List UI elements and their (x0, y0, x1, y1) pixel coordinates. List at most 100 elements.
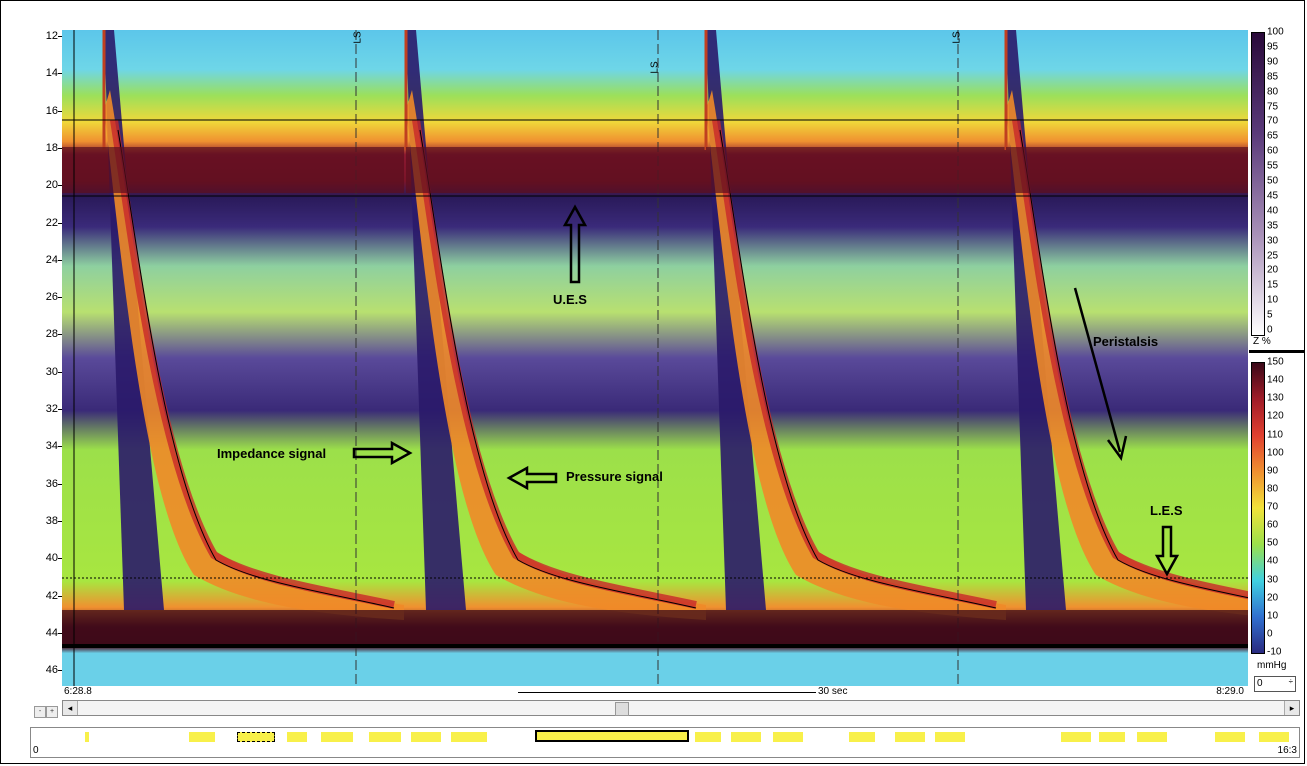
y-tick-label: 12 (45, 30, 58, 42)
y-tick-mark (58, 110, 62, 112)
colorbar-label: 90 (1267, 56, 1279, 68)
ues-band (406, 147, 706, 193)
plot-svg (62, 30, 1248, 686)
y-tick-mark (58, 259, 62, 261)
time-start: 6:28.8 (64, 686, 92, 697)
colorbar-label: 70 (1267, 501, 1279, 513)
overview-segment (731, 732, 761, 742)
y-tick-label: 36 (45, 477, 58, 490)
les-arrow-icon (1154, 525, 1180, 577)
overview-segment (895, 732, 925, 742)
y-tick-label: 42 (45, 589, 58, 602)
y-tick-label: 38 (45, 514, 58, 527)
spinner-value: 0 (1257, 678, 1263, 689)
colorbar-separator (1249, 350, 1305, 353)
y-tick-mark (58, 632, 62, 634)
pressure-wave-core (712, 119, 997, 609)
peristalsis-arrowhead-icon (1106, 435, 1128, 461)
pressure-wave (104, 90, 404, 620)
colorbar-label: 70 (1267, 115, 1279, 127)
overview-start: 0 (33, 745, 39, 756)
y-tick-mark (58, 334, 62, 336)
colorbar-label: 40 (1267, 555, 1279, 567)
ues-band (62, 147, 104, 193)
y-tick-mark (58, 147, 62, 149)
pressure-offset-spinner[interactable]: 0 ÷ (1254, 676, 1296, 692)
y-tick-mark (58, 558, 62, 560)
overview-end: 16:3 (1277, 745, 1297, 756)
y-tick-label: 18 (45, 141, 58, 154)
colorbar-label: 85 (1267, 71, 1279, 83)
bottom-band (62, 644, 1248, 648)
overview-segment (935, 732, 965, 742)
overview-segment (1259, 732, 1289, 742)
overview-segment (287, 732, 307, 742)
y-tick-label: 30 (45, 365, 58, 378)
colorbar-label: 25 (1267, 250, 1279, 261)
colorbar-label: 15 (1267, 279, 1279, 291)
overview-segment (321, 732, 353, 742)
scroll-right-icon[interactable]: ▸ (1284, 701, 1299, 715)
pressure-colorbar: 150 140 130 120 110 100 90 80 70 60 50 40 30 20 10 0 -10… (1251, 357, 1297, 671)
ues-band (104, 147, 404, 193)
y-tick-mark (58, 595, 62, 597)
overview-segment (369, 732, 401, 742)
impedance-arrow-icon (352, 440, 413, 466)
y-tick-mark (58, 185, 62, 187)
y-tick-mark (58, 520, 62, 522)
recording-overview[interactable]: 0 16:3 (30, 727, 1300, 758)
colorbar-label: 60 (1267, 145, 1279, 157)
peristalsis-label: Peristalsis (1093, 334, 1159, 349)
les-label: L.E.S (1150, 503, 1183, 518)
colorbar-label: 10 (1267, 294, 1279, 306)
y-tick-label: 20 (45, 179, 58, 192)
colorbar-label: -10 (1267, 646, 1282, 658)
y-tick-mark (58, 409, 62, 410)
ues-band (1006, 147, 1248, 193)
colorbar-label: 95 (1267, 41, 1279, 53)
pressure-topography-plot[interactable] (62, 30, 1248, 686)
colorbar-label: 130 (1267, 392, 1284, 404)
y-tick-label: 28 (45, 328, 58, 341)
horizontal-scrollbar[interactable]: ◂ ▸ (62, 700, 1300, 716)
swallow-group (62, 30, 1248, 686)
colorbar-label: 20 (1267, 264, 1279, 276)
overview-viewport-window[interactable] (535, 730, 689, 742)
overview-segment (451, 732, 487, 742)
colorbar-label: 45 (1267, 190, 1279, 202)
impedance-gradient (1251, 32, 1265, 336)
colorbar-label: 140 (1267, 374, 1284, 386)
colorbar-label: 50 (1267, 175, 1279, 187)
spinner-arrows-icon[interactable]: ÷ (1288, 677, 1293, 686)
y-tick-mark (58, 297, 62, 299)
colorbar-label: 40 (1267, 205, 1279, 217)
zoom-in-icon[interactable]: + (46, 706, 58, 718)
overview-segment (773, 732, 803, 742)
y-tick-label: 44 (45, 626, 58, 639)
les-band (62, 610, 1248, 644)
y-tick-label: 34 (45, 440, 58, 453)
pressure-contour (117, 129, 395, 609)
pressure-contour (719, 129, 997, 609)
overview-segment (85, 732, 89, 742)
scroll-left-icon[interactable]: ◂ (63, 701, 78, 715)
y-tick-label: 40 (45, 552, 58, 565)
position-axis: 12 14 16 18 20 22 24 26 28 30 32 34 36 38 40 42 44 46 (22, 30, 62, 686)
pressure-wave (1006, 90, 1248, 616)
colorbar-label: 75 (1267, 101, 1279, 112)
y-tick-mark (58, 483, 62, 485)
colorbar-label: 80 (1267, 483, 1279, 495)
zoom-out-icon[interactable]: - (34, 706, 46, 718)
time-scale-label: 30 sec (818, 686, 848, 697)
scroll-thumb[interactable] (615, 702, 629, 716)
colorbar-label: 10 (1267, 610, 1279, 622)
y-tick-label: 46 (45, 664, 58, 677)
colorbar-label: 0 (1267, 324, 1273, 336)
colorbar-label: 30 (1267, 574, 1279, 585)
y-tick-mark (58, 73, 62, 75)
colorbar-label: 20 (1267, 592, 1279, 604)
pressure-gradient (1251, 362, 1265, 654)
colorbar-label: 120 (1267, 410, 1284, 422)
overview-segment (1061, 732, 1091, 742)
